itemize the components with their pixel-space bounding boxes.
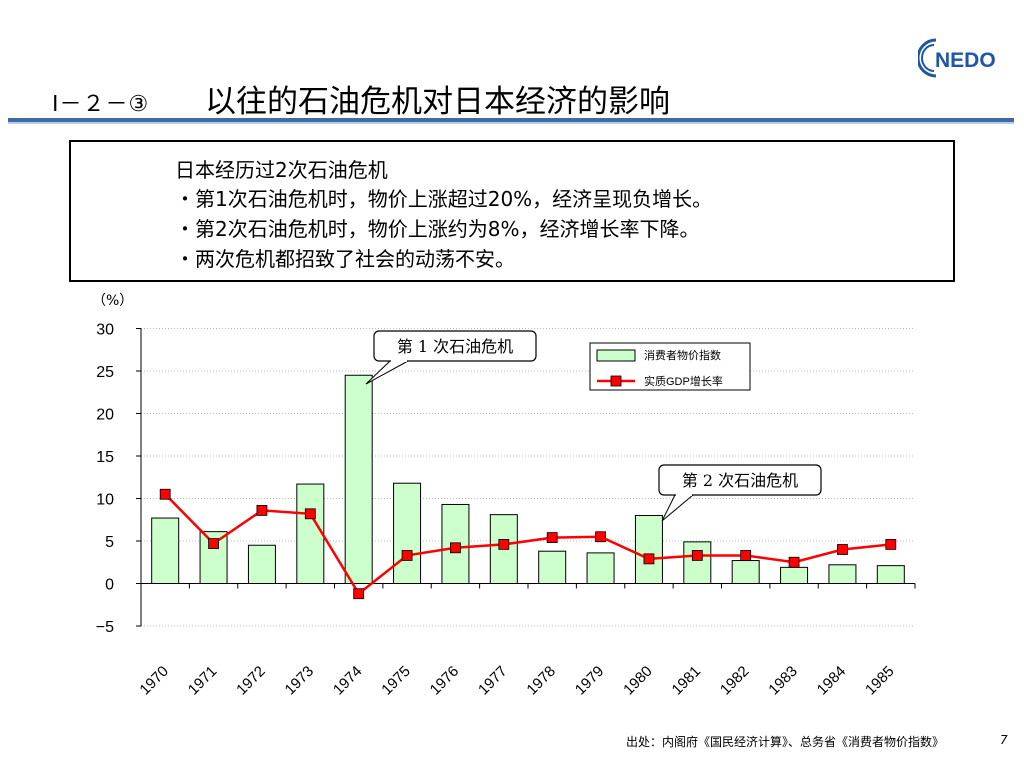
cpi-bar	[151, 517, 180, 584]
callout-crisis-1-label: 第 1 次石油危机	[397, 337, 513, 356]
gdp-point	[450, 542, 461, 554]
cpi-bar	[344, 374, 373, 584]
x-tick-label: 1971	[185, 663, 221, 699]
cpi-bar	[731, 560, 760, 584]
gdp-point	[885, 538, 897, 550]
section-number: Ⅰ－２－③	[52, 92, 150, 117]
cpi-bar	[538, 550, 567, 584]
x-tick-label: 1981	[669, 663, 705, 699]
gdp-point	[353, 588, 365, 600]
cpi-bar	[780, 566, 809, 585]
cpi-bar	[876, 565, 905, 584]
title-rule	[8, 118, 1014, 122]
gdp-point	[159, 488, 171, 500]
x-tick-label: 1973	[282, 663, 318, 699]
cpi-bar	[586, 552, 615, 584]
cpi-bar	[683, 541, 712, 585]
gdp-point	[740, 550, 752, 561]
callout-crisis-1-pointer	[365, 360, 409, 385]
x-tick-label: 1974	[330, 663, 366, 699]
callout-crisis-2: 第 2 次石油危机	[658, 464, 822, 522]
gdp-point	[304, 508, 316, 520]
gdp-point	[256, 504, 268, 516]
cpi-bar	[634, 515, 663, 584]
summary-bullet: ・第1次石油危机时，物价上涨超过20%，经济呈现负增长。	[175, 187, 713, 211]
gdp-point	[837, 544, 848, 555]
gdp-point	[208, 538, 219, 549]
page-title: 以往的石油危机对日本经济的影响	[205, 84, 670, 120]
y-tick-label: 5	[105, 534, 114, 551]
gdp-point	[595, 531, 606, 543]
gdp-point	[788, 556, 800, 568]
gdp-point	[691, 550, 703, 561]
x-tick-label: 1975	[378, 663, 414, 699]
cpi-bar	[393, 482, 422, 584]
x-tick-label: 1979	[572, 663, 608, 699]
x-tick-label: 1985	[862, 663, 898, 699]
y-tick-label: 0	[105, 577, 114, 594]
nedo-logo: NEDO	[918, 38, 996, 78]
cpi-bar	[296, 483, 325, 584]
page-number: 7	[1000, 733, 1008, 747]
gdp-point	[546, 532, 558, 544]
summary-bullet: ・两次危机都招致了社会的动荡不安。	[175, 247, 515, 271]
title-rule-light	[8, 122, 1014, 124]
legend-label-cpi: 消费者物价指数	[644, 348, 721, 362]
gdp-point	[643, 553, 655, 565]
cpi-bar	[828, 564, 857, 584]
y-unit-label: （%）	[92, 293, 134, 309]
gdp-line	[164, 493, 891, 596]
y-tick-label: 20	[96, 407, 114, 424]
source-note: 出处：内阁府《国民经济计算》、总务省《消费者物价指数》	[626, 735, 945, 749]
summary-bullet: ・第2次石油危机时，物价上涨约为8%，经济增长率下降。	[175, 217, 700, 241]
x-tick-label: 1978	[523, 663, 559, 699]
chart: 30 25 20 15 10 5 0 −5 1970 1971 1972 1973 1974 1975 19…	[96, 322, 916, 699]
x-tick-label: 1976	[427, 663, 463, 699]
summary-heading: 日本经历过2次石油危机	[175, 158, 388, 182]
x-tick-label: 1983	[765, 663, 801, 699]
svg-text:NEDO: NEDO	[935, 49, 996, 72]
x-tick-label: 1977	[475, 663, 511, 699]
legend-swatch-gdp-marker	[610, 375, 622, 387]
x-tick-label: 1972	[233, 663, 269, 699]
callout-crisis-1-box	[373, 330, 537, 362]
legend-label-gdp: 实质GDP增长率	[644, 374, 723, 388]
y-tick-label: −5	[96, 619, 114, 636]
callout-crisis-2-label: 第 2 次石油危机	[682, 471, 798, 490]
x-tick-label: 1970	[136, 663, 172, 699]
callout-crisis-2-box	[658, 464, 822, 496]
gdp-point	[498, 538, 510, 550]
legend-swatch-cpi	[596, 349, 636, 362]
y-tick-label: 30	[96, 322, 114, 339]
gdp-point	[401, 550, 413, 561]
y-tick-label: 25	[96, 364, 114, 381]
x-tick-label: 1980	[620, 663, 656, 699]
cpi-bar	[247, 544, 276, 584]
y-tick-label: 15	[96, 449, 114, 466]
summary-box: 日本经历过2次石油危机 ・第1次石油危机时，物价上涨超过20%，经济呈现负增长。…	[69, 140, 955, 282]
x-tick-label: 1984	[814, 663, 850, 699]
callout-crisis-1: 第 1 次石油危机	[365, 330, 537, 385]
y-tick-label: 10	[96, 492, 114, 509]
x-tick-label: 1982	[717, 663, 753, 699]
